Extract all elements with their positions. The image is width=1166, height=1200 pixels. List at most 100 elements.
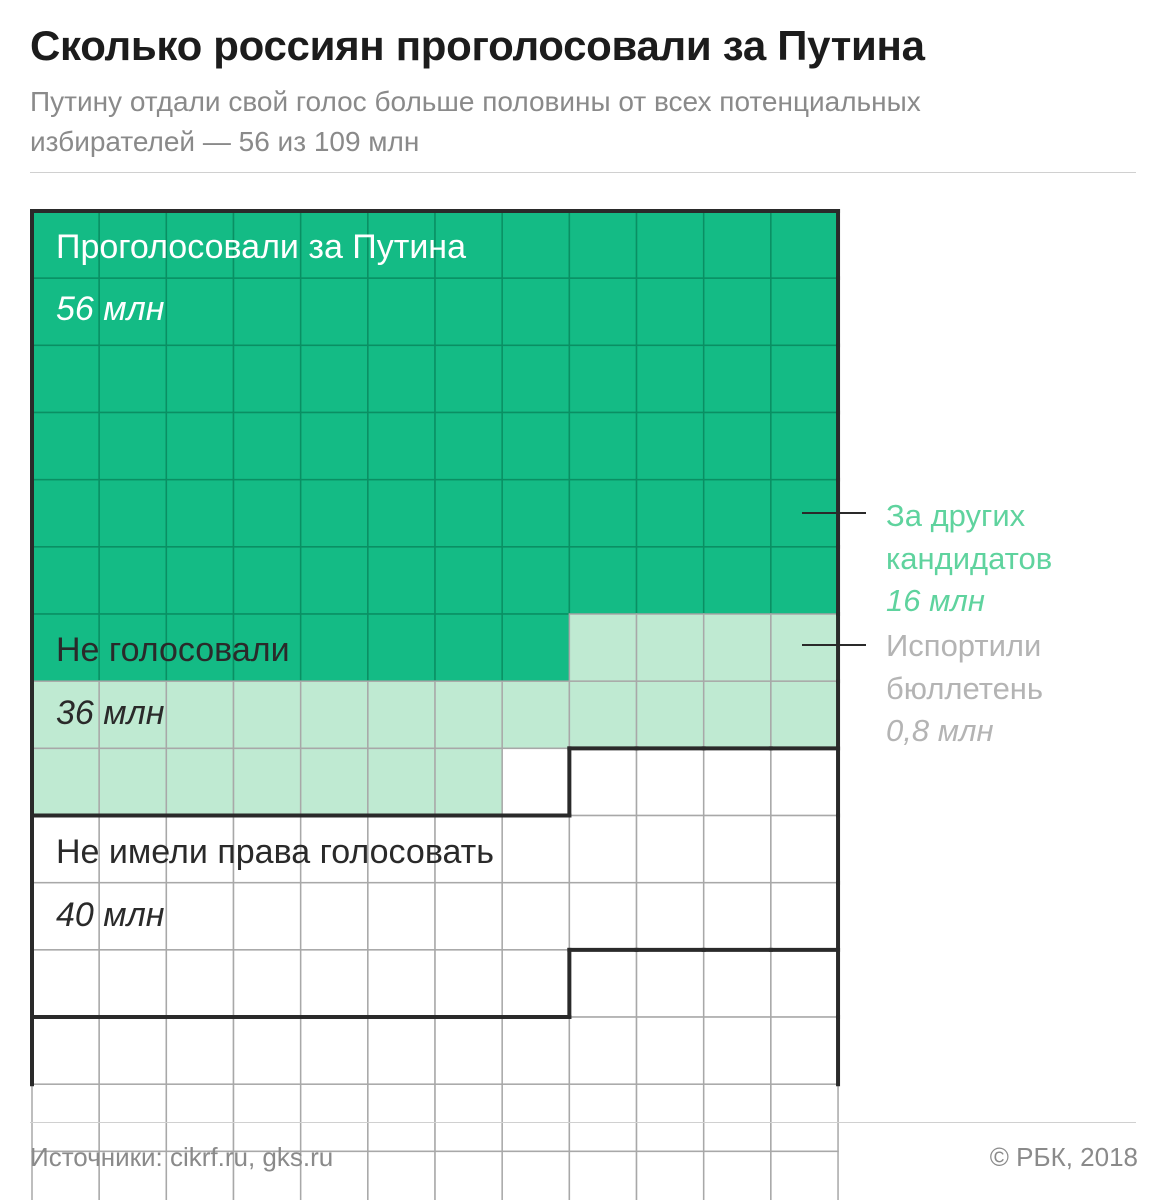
waffle-cell-nonvoters — [367, 814, 436, 884]
waffle-cell-putin — [770, 210, 839, 279]
nonvoters-label: Не голосовали — [56, 631, 290, 669]
waffle-cell-others — [299, 747, 369, 817]
waffle-cell-ineligible — [165, 1150, 235, 1200]
waffle-cell-putin — [501, 277, 571, 347]
waffle-cell-putin — [31, 344, 100, 414]
ineligible-label: Не имели права голосовать — [56, 833, 494, 871]
waffle-cell-ineligible — [434, 1016, 503, 1085]
waffle-cell-ineligible — [702, 1016, 772, 1085]
waffle-cell-others — [367, 680, 436, 750]
subtitle-line-2: избирателей — 56 из 109 млн — [30, 126, 420, 157]
waffle-cell-ineligible — [702, 1150, 772, 1200]
waffle-cell-putin — [165, 344, 235, 414]
waffle-cell-ineligible — [635, 949, 705, 1018]
waffle-cell-ineligible — [367, 1083, 436, 1153]
waffle-cell-putin — [568, 277, 638, 347]
waffle-cell-nonvoters — [31, 881, 100, 951]
waffle-cell-nonvoters — [31, 814, 100, 884]
waffle-cell-putin — [770, 277, 839, 347]
waffle-cell-putin — [568, 478, 638, 548]
waffle-cell-putin — [31, 478, 100, 548]
waffle-cell-others — [232, 747, 302, 817]
waffle-cell-nonvoters — [501, 814, 571, 884]
top-divider — [30, 172, 1136, 173]
waffle-cell-putin — [635, 478, 705, 548]
others-value-label: 16 млн — [886, 583, 985, 618]
waffle-cell-putin — [299, 344, 369, 414]
waffle-cell-putin — [232, 277, 302, 347]
waffle-cell-putin — [299, 411, 369, 481]
waffle-cell-putin — [501, 411, 571, 481]
waffle-cell-putin — [501, 613, 571, 682]
waffle-cell-putin — [635, 546, 705, 615]
waffle-cell-putin — [367, 478, 436, 548]
waffle-cell-nonvoters — [568, 747, 638, 817]
waffle-cell-putin — [434, 546, 503, 615]
waffle-cell-ineligible — [299, 1150, 369, 1200]
waffle-cell-putin — [434, 478, 503, 548]
waffle-cell-putin — [367, 411, 436, 481]
waffle-cell-others — [434, 747, 503, 817]
ineligible-value-label: 40 млн — [56, 896, 165, 934]
waffle-cell-putin — [31, 546, 100, 615]
waffle-cell-putin — [434, 613, 503, 682]
waffle-cell-putin — [635, 411, 705, 481]
waffle-cell-putin — [98, 478, 168, 548]
waffle-cell-putin — [635, 277, 705, 347]
waffle-cell-nonvoters — [501, 881, 571, 951]
waffle-cell-ineligible — [31, 1150, 100, 1200]
spoiled-value-label: 0,8 млн — [886, 713, 994, 748]
waffle-cell-ineligible — [568, 1083, 638, 1153]
waffle-cell-others — [635, 680, 705, 750]
waffle-cell-others — [98, 747, 168, 817]
copyright-note: © РБК, 2018 — [989, 1142, 1138, 1172]
waffle-cell-putin — [98, 344, 168, 414]
waffle-cell-ineligible — [98, 1150, 168, 1200]
waffle-cell-others — [635, 613, 705, 682]
bottom-divider — [30, 1122, 1136, 1123]
waffle-cell-nonvoters — [98, 814, 168, 884]
subtitle-line-1: Путину отдали свой голос больше половины… — [30, 86, 921, 117]
waffle-cell-putin — [568, 546, 638, 615]
waffle-cell-others — [31, 747, 100, 817]
waffle-cell-ineligible — [501, 1083, 571, 1153]
waffle-cell-putin — [165, 613, 235, 682]
waffle-cell-nonvoters — [702, 881, 772, 951]
waffle-cell-ineligible — [434, 1150, 503, 1200]
waffle-cell-nonvoters — [568, 881, 638, 951]
waffle-cell-putin — [232, 344, 302, 414]
waffle-cell-others — [702, 613, 772, 682]
waffle-cell-putin — [501, 344, 571, 414]
waffle-cell-others — [299, 680, 369, 750]
waffle-cell-ineligible — [568, 1016, 638, 1085]
waffle-cell-nonvoters — [232, 814, 302, 884]
waffle-cell-nonvoters — [299, 881, 369, 951]
waffle-cell-others — [501, 680, 571, 750]
waffle-cell-ineligible — [770, 1083, 839, 1153]
waffle-cell-putin — [299, 478, 369, 548]
waffle-cell-putin — [568, 210, 638, 279]
waffle-cell-ineligible — [434, 1083, 503, 1153]
waffle-cell-nonvoters — [635, 747, 705, 817]
waffle-cell-putin — [165, 546, 235, 615]
waffle-cell-putin — [165, 478, 235, 548]
waffle-cell-ineligible — [635, 1083, 705, 1153]
waffle-cell-others — [770, 613, 839, 682]
waffle-cell-ineligible — [501, 1016, 571, 1085]
waffle-cell-putin — [568, 344, 638, 414]
waffle-cell-ineligible — [98, 1083, 168, 1153]
others-label-line-1: За других — [886, 498, 1026, 533]
waffle-cell-putin — [501, 478, 571, 548]
waffle-cell-others — [165, 680, 235, 750]
waffle-cell-ineligible — [501, 1150, 571, 1200]
waffle-cell-putin — [31, 411, 100, 481]
waffle-cell-nonvoters — [232, 949, 302, 1018]
waffle-cell-others — [770, 680, 839, 750]
waffle-cell-putin — [635, 210, 705, 279]
waffle-cell-putin — [568, 411, 638, 481]
waffle-cell-putin — [232, 411, 302, 481]
sources-note: Источники: cikrf.ru, gks.ru — [30, 1142, 334, 1172]
waffle-cell-ineligible — [31, 1016, 100, 1085]
waffle-cell-nonvoters — [165, 949, 235, 1018]
waffle-cell-putin — [232, 478, 302, 548]
